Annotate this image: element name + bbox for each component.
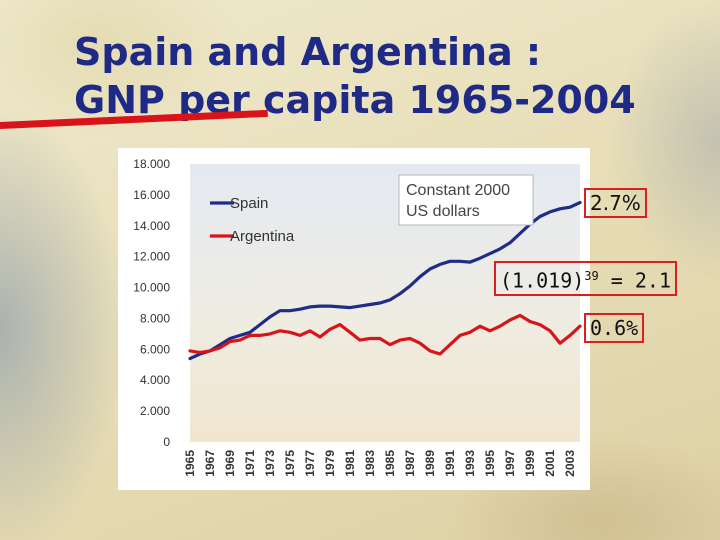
- x-tick-label: 1993: [463, 450, 477, 477]
- series-line-spain: [188, 200, 582, 361]
- units-note-line-1: Constant 2000: [406, 182, 510, 199]
- line-chart: 0 2.000 4.000 6.000 8.000 10.000 12.000 14.000 1…: [133, 157, 582, 477]
- y-tick-label: 4.000: [140, 373, 170, 387]
- argentina-growth-callout: 0.6%: [584, 313, 645, 343]
- y-tick-label: 10.000: [133, 281, 170, 295]
- y-tick-label: 8.000: [140, 311, 170, 325]
- x-tick-label: 1975: [283, 450, 297, 477]
- title-line-1: Spain and Argentina :: [74, 30, 542, 74]
- x-tick-label: 1991: [443, 450, 457, 477]
- x-tick-label: 1997: [503, 450, 517, 477]
- series-line-argentina: [188, 313, 582, 356]
- x-tick-label: 1979: [323, 450, 337, 477]
- spain-growth-rate: 2.7%: [590, 191, 641, 215]
- x-tick-label: 1977: [303, 450, 317, 477]
- spain-growth-callout: 2.7%: [584, 188, 647, 218]
- compound-growth-callout: (1.019)39 = 2.1: [494, 261, 678, 296]
- x-tick-label: 1981: [343, 450, 357, 477]
- x-tick-label: 1989: [423, 450, 437, 477]
- compound-base: (1.019): [500, 268, 585, 293]
- compound-result: = 2.1: [610, 268, 672, 293]
- y-tick-label: 12.000: [133, 250, 170, 264]
- y-tick-label: 16.000: [133, 188, 170, 202]
- y-tick-label: 2.000: [140, 404, 170, 418]
- argentina-growth-rate: 0.6%: [590, 316, 639, 340]
- units-note-box: [398, 174, 534, 226]
- x-tick-label: 1995: [483, 450, 497, 477]
- y-tick-label: 14.000: [133, 219, 170, 233]
- y-tick-label: 6.000: [140, 342, 170, 356]
- y-tick-label: 18.000: [133, 157, 170, 171]
- x-tick-label: 1973: [263, 450, 277, 477]
- x-tick-label: 1967: [203, 450, 217, 477]
- chart-panel: 0 2.000 4.000 6.000 8.000 10.000 12.000 14.000 1…: [118, 148, 590, 490]
- x-tick-label: 1999: [523, 450, 537, 477]
- x-tick-label: 1987: [403, 450, 417, 477]
- compound-exponent: 39: [584, 269, 599, 283]
- y-tick-label: 0: [163, 435, 170, 449]
- x-tick-label: 1971: [243, 450, 257, 477]
- x-tick-label: 2001: [543, 450, 557, 477]
- x-tick-label: 2003: [563, 450, 577, 477]
- x-tick-label: 1983: [363, 450, 377, 477]
- x-tick-label: 1965: [183, 450, 197, 477]
- legend-label-argentina: Argentina: [230, 228, 295, 245]
- units-note-line-2: US dollars: [406, 203, 480, 220]
- legend-label-spain: Spain: [230, 195, 268, 212]
- x-tick-label: 1985: [383, 450, 397, 477]
- x-tick-label: 1969: [223, 450, 237, 477]
- slide-title: Spain and Argentina : GNP per capita 196…: [74, 28, 636, 124]
